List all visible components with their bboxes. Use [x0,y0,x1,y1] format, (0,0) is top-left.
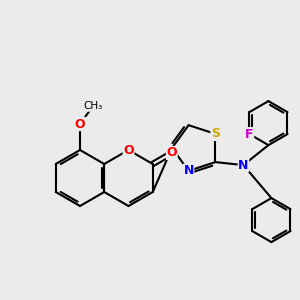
Text: O: O [167,146,177,160]
Text: CH₃: CH₃ [83,101,103,111]
Text: N: N [183,164,194,177]
Text: N: N [238,159,249,172]
Text: F: F [245,128,254,141]
Text: O: O [123,143,134,157]
Text: O: O [75,118,85,130]
Text: S: S [211,128,220,140]
